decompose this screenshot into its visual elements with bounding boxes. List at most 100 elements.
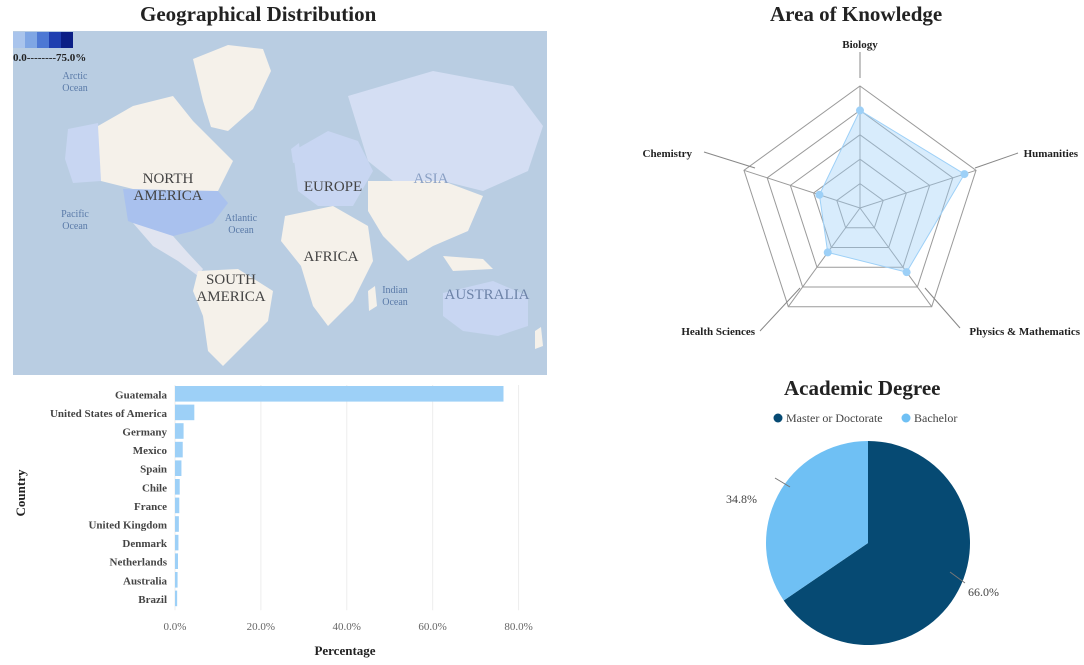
label-indian-ocean: Indian Ocean [382, 285, 408, 308]
legend-swatch [37, 32, 49, 48]
pie-legend-marker [901, 413, 911, 423]
world-map-svg: Arctic Ocean NORTH AMERICA EUROPE ASIA Pac… [61, 45, 543, 366]
bar [175, 423, 184, 439]
label-asia: ASIA [413, 171, 448, 187]
y-tick-label: Mexico [133, 445, 168, 457]
radar-grid-ring [836, 182, 884, 229]
knowledge-radar-chart: Biology Humanities Physics & Mathematics He… [643, 39, 1081, 338]
radar-axis-label: Physics & Mathematics [969, 326, 1080, 338]
radar-point [960, 170, 969, 179]
x-tick-label: 80.0% [504, 621, 532, 633]
pie-leader-line [774, 477, 791, 488]
indonesia-shape [443, 256, 493, 271]
pie-legend-marker [773, 413, 783, 423]
radar-grid-ring [743, 85, 977, 308]
canada-shape [98, 96, 233, 191]
africa-shape [281, 206, 373, 326]
pie-slice [783, 441, 970, 645]
y-tick-label: Chile [142, 482, 167, 494]
radar-axis-label: Humanities [1024, 148, 1079, 160]
radar-leader-line [924, 287, 961, 329]
world-map: Arctic Ocean NORTH AMERICA EUROPE ASIA Pac… [13, 31, 547, 375]
y-tick-label: Denmark [122, 538, 167, 550]
uk-shape [291, 143, 301, 163]
y-tick-label: Guatemala [115, 389, 167, 401]
south-america-shape [193, 269, 273, 366]
pie-leader-line [949, 571, 966, 584]
radar-grid-ring [789, 134, 931, 268]
asia-shape [348, 71, 543, 191]
legend-swatch [25, 32, 37, 48]
bar [175, 572, 178, 588]
radar-leader-line [759, 287, 801, 332]
x-tick-label: 60.0% [418, 621, 446, 633]
label-australia: AUSTRALIA [445, 287, 530, 303]
new-zealand-shape [535, 327, 543, 349]
map-title: Geographical Distribution [140, 2, 377, 26]
greenland-shape [193, 45, 271, 131]
map-color-scale [13, 32, 73, 48]
pie-value-label: 34.8% [726, 492, 757, 506]
label-africa: AFRICA [303, 249, 358, 265]
bar [175, 441, 183, 458]
label-arctic-ocean: Arctic Ocean [62, 71, 88, 94]
legend-swatch [13, 32, 25, 48]
pie-value-label: 66.0% [968, 585, 999, 599]
madagascar-shape [368, 286, 377, 311]
y-axis-label: Country [13, 469, 28, 516]
radar-grid-ring [766, 109, 954, 288]
radar-spoke [743, 169, 861, 209]
x-tick-label: 40.0% [333, 621, 361, 633]
y-tick-label: United Kingdom [88, 520, 167, 532]
y-tick-label: Australia [123, 575, 168, 587]
y-tick-label: Spain [140, 464, 167, 476]
label-south-america: SOUTH AMERICA [196, 272, 265, 305]
alaska-shape [65, 123, 101, 183]
y-tick-label: Brazil [138, 594, 167, 606]
label-atlantic-ocean: Atlantic Ocean [225, 213, 258, 236]
legend-swatch [61, 32, 73, 48]
bar [175, 534, 179, 551]
radar-title: Area of Knowledge [770, 2, 943, 26]
label-north-america: NORTH AMERICA [133, 171, 202, 204]
x-tick-label: 20.0% [247, 621, 275, 633]
pie-legend-label: Master or Doctorate [786, 411, 883, 425]
x-axis-label: Percentage [314, 643, 375, 658]
bar [175, 516, 179, 532]
radar-point [815, 190, 824, 199]
radar-point [902, 268, 911, 277]
radar-spoke [787, 207, 861, 307]
bar [175, 460, 182, 476]
bar [175, 553, 179, 569]
radar-point [823, 248, 832, 257]
y-tick-label: Netherlands [110, 557, 168, 569]
usa-shape [123, 189, 228, 236]
pie-title: Academic Degree [784, 376, 941, 400]
radar-leader-line [703, 151, 756, 169]
mexico-shape [133, 223, 203, 276]
y-tick-label: Germany [122, 427, 167, 439]
radar-spoke [859, 207, 933, 307]
radar-point [856, 106, 864, 115]
pie-legend-label: Bachelor [914, 411, 957, 425]
bar [175, 590, 178, 607]
radar-grid-ring [813, 158, 907, 248]
bar [175, 386, 504, 402]
radar-area [818, 109, 966, 273]
label-pacific-ocean: Pacific Ocean [61, 209, 89, 232]
pie-slice [766, 441, 868, 601]
y-tick-label: United States of America [50, 408, 168, 420]
radar-axis-label: Health Sciences [681, 326, 755, 338]
legend-swatch [49, 32, 61, 48]
degree-pie-chart: Master or Doctorate Bachelor 66.0% 34.8% [726, 411, 999, 645]
south-asia-shape [368, 181, 483, 261]
bar [175, 404, 195, 421]
radar-axis-label: Biology [842, 39, 878, 51]
label-europe: EUROPE [304, 179, 362, 195]
country-bar-chart: 0.0% 20.0% 40.0% 60.0% 80.0% Guatemala United … [13, 385, 533, 658]
bar [175, 497, 180, 514]
y-tick-label: France [134, 501, 167, 513]
bar [175, 479, 180, 495]
australia-shape [443, 281, 528, 336]
europe-shape [293, 131, 373, 206]
